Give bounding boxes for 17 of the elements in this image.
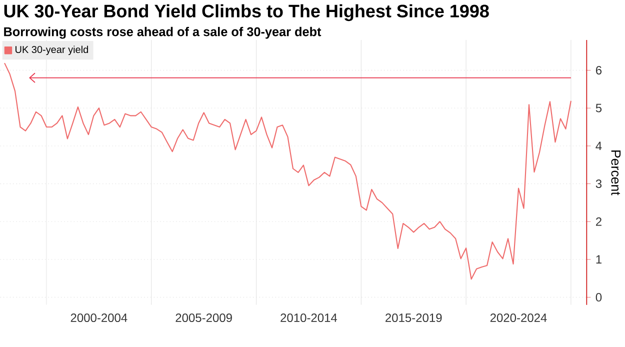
x-tick-label: 2020-2024 — [490, 314, 547, 322]
y-tick-label: 0 — [596, 293, 602, 302]
x-tick-label: 2015-2019 — [386, 314, 442, 322]
chart-subtitle: Borrowing costs rose ahead of a sale of 30-year debt — [4, 27, 322, 39]
y-tick-label: 4 — [596, 142, 602, 150]
y-tick-label: 3 — [596, 180, 602, 188]
line-series — [4, 62, 572, 280]
y-tick-label: 6 — [596, 66, 602, 75]
x-tick-label: 2000-2004 — [70, 314, 128, 322]
y-tick-label: 2 — [596, 217, 602, 226]
y-tick-label: 5 — [596, 104, 602, 112]
y-axis-title: Percent — [611, 150, 621, 196]
y-tick-label: 1 — [596, 255, 602, 264]
chart-title: UK 30-Year Bond Yield Climbs to The Highest Since 1998 — [4, 4, 489, 22]
x-tick-label: 2010-2014 — [280, 314, 338, 322]
x-tick-label: 2005-2009 — [176, 314, 232, 322]
legend-label: UK 30-year yield — [16, 46, 88, 56]
